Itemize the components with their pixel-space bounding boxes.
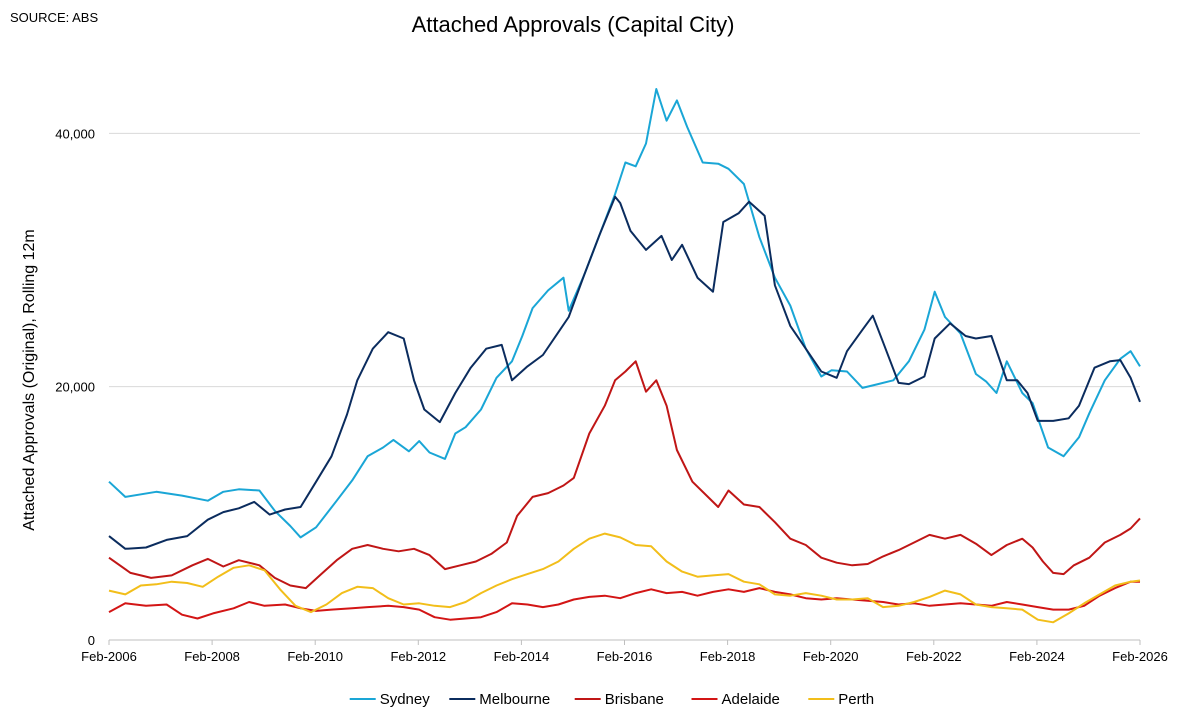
y-tick-label: 40,000 [55,126,95,141]
y-tick-label: 20,000 [55,380,95,395]
x-tick-label: Feb-2026 [1112,649,1168,664]
x-tick-label: Feb-2008 [184,649,240,664]
legend-label: Melbourne [479,691,550,708]
series-line-brisbane [108,360,1141,590]
y-axis-label: Attached Approvals (Original), Rolling 1… [21,229,38,530]
series-line-sydney [108,88,1141,539]
y-tick-label: 0 [88,633,95,648]
series-line-perth [108,532,1141,624]
series-line-melbourne [108,195,1141,550]
x-tick-label: Feb-2016 [597,649,653,664]
legend-item-adelaide: Adelaide [691,691,780,708]
legend-label: Brisbane [605,691,664,708]
x-tick-label: Feb-2010 [287,649,343,664]
x-tick-label: Feb-2018 [700,649,756,664]
legend-item-brisbane: Brisbane [574,691,664,708]
x-tick-label: Feb-2006 [81,649,137,664]
series-layer [108,88,1141,624]
grid-layer [109,132,1140,388]
series-line-adelaide [108,580,1140,621]
x-tick-label: Feb-2014 [494,649,550,664]
legend-label: Adelaide [722,691,780,708]
legend: Sydney Melbourne Brisbane Adelaide Perth [349,691,874,708]
legend-item-perth: Perth [808,691,874,708]
axis-layer: 0 20,000 40,000 Feb-2006 Feb-2008 Feb-2010 Feb… [55,126,1168,664]
x-tick-label: Feb-2022 [906,649,962,664]
legend-label: Perth [838,691,874,708]
legend-item-melbourne: Melbourne [449,691,550,708]
x-tick-label: Feb-2020 [803,649,859,664]
legend-item-sydney: Sydney [349,691,431,708]
x-tick-label: Feb-2012 [390,649,446,664]
legend-label: Sydney [380,691,431,708]
x-tick-label: Feb-2024 [1009,649,1065,664]
chart-title: Attached Approvals (Capital City) [411,12,735,37]
source-note: SOURCE: ABS [10,10,99,25]
